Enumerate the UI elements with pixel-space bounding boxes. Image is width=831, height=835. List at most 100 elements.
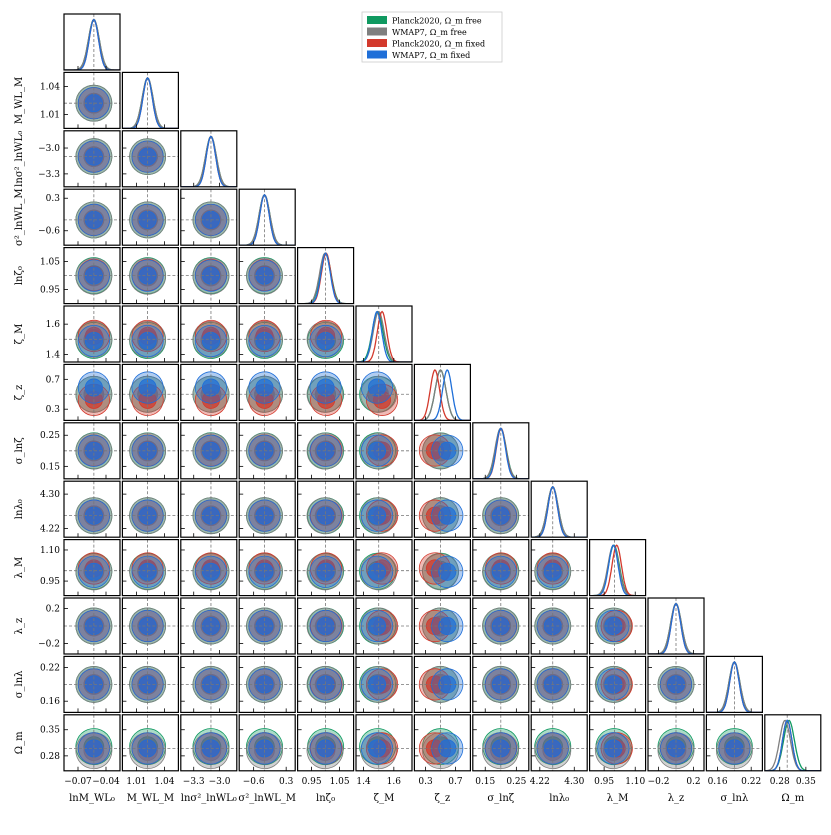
x-tick-label: 0.35 <box>796 777 816 787</box>
panel-frame <box>530 597 588 655</box>
panel-frame <box>63 714 121 772</box>
panel-sigma_lnzeta-M_WLM <box>121 422 180 480</box>
panel-content <box>589 539 646 596</box>
contour-68-3 <box>84 331 103 351</box>
panel-frame <box>121 130 180 188</box>
x-tick-label: 1.6 <box>387 777 402 787</box>
panel-frame <box>238 363 296 421</box>
panel-frame <box>355 363 413 421</box>
panel-zeta_z-M_WLM <box>121 363 180 421</box>
x-axis-label-M_WLM: M_WL_M <box>127 793 174 804</box>
panel-M_WLM-lnM_WL0 <box>63 71 121 130</box>
panel-ln_lambda0-zeta_z <box>413 480 471 538</box>
panel-sigma2_lnWLM-M_WLM <box>121 188 180 246</box>
panel-frame <box>297 480 355 538</box>
panel-ln_lambda0-M_WLM <box>121 480 180 538</box>
panel-frame <box>413 538 471 597</box>
panel-Omega_m-lambda_z <box>647 714 705 772</box>
panel-content <box>764 714 821 771</box>
panel-zeta_M-zeta_M <box>355 305 413 363</box>
x-tick-label: 0.22 <box>741 777 761 787</box>
panel-frame <box>121 305 180 363</box>
panel-content <box>356 598 412 654</box>
panel-frame <box>63 480 121 538</box>
panel-frame <box>180 247 238 305</box>
contour-68-3 <box>255 331 274 351</box>
panel-lambda_M-M_WLM <box>121 538 180 597</box>
x-tick-label: 4.22 <box>530 777 550 787</box>
panel-sigma_lnlambda-M_WLM <box>121 655 180 714</box>
x-tick-label: 0.3 <box>279 777 294 787</box>
panel-frame <box>180 597 238 655</box>
panel-frame <box>472 422 530 480</box>
panel-content <box>180 481 237 538</box>
panel-Omega_m-ln_zeta0 <box>297 714 355 772</box>
panel-Omega_m-sigma_lnlambda <box>705 714 764 772</box>
panel-content <box>297 364 354 421</box>
contour-68-3 <box>438 562 457 581</box>
y-tick-label: 0.3 <box>46 405 61 415</box>
y-tick-label: 0.15 <box>40 462 60 472</box>
panel-ln_lambda0-lnM_WL0 <box>63 480 121 538</box>
panel-sigma_lnzeta-zeta_z <box>413 422 471 480</box>
contour-68-3 <box>201 378 220 397</box>
marginal-curve-3 <box>764 719 821 771</box>
panel-Omega_m-ln_lambda0 <box>530 714 588 772</box>
marginal-curve-3 <box>648 602 704 654</box>
panel-frame <box>121 363 180 421</box>
marginal-curve-1 <box>531 485 588 538</box>
y-axis-label-sigma2_lnWLM: σ²_lnWL_M <box>14 188 25 246</box>
panel-sigma_lnlambda-ln_lambda0 <box>530 655 588 714</box>
y-axis-label-Omega_m: Ω_m <box>14 731 25 754</box>
panel-frame <box>238 655 296 714</box>
panel-content <box>239 539 296 596</box>
marginal-curve-0 <box>414 369 471 421</box>
panel-content <box>297 422 354 479</box>
panel-frame <box>472 538 530 597</box>
panel-frame <box>180 305 238 363</box>
panel-content <box>297 656 354 713</box>
y-tick-label: 0.16 <box>40 697 60 707</box>
x-tick-label: −0.07 <box>64 777 92 787</box>
panel-content <box>122 247 179 304</box>
legend-swatch <box>367 16 387 24</box>
x-tick-label: 0.95 <box>302 777 322 787</box>
panel-frame <box>647 655 705 714</box>
panel-frame <box>297 305 355 363</box>
panel-frame <box>472 480 530 538</box>
panel-zeta_z-sigma2_lnWLM <box>238 363 296 421</box>
panel-content <box>64 130 120 187</box>
panel-content <box>64 364 120 421</box>
legend-swatch <box>367 27 387 36</box>
panel-content <box>297 247 354 304</box>
panel-content <box>239 189 296 246</box>
panel-content <box>414 598 471 654</box>
panel-sigma_lnzeta-sigma2_lnWLM <box>238 422 296 480</box>
panel-content <box>414 364 471 421</box>
panel-frame <box>530 538 588 597</box>
x-tick-label: 0.2 <box>686 777 700 787</box>
panel-frame <box>647 597 705 655</box>
panel-frame <box>180 655 238 714</box>
marginal-curve-1 <box>64 18 120 70</box>
panel-sigma_lnlambda-sigma2_lnWLM <box>238 655 296 714</box>
panel-content <box>472 481 529 538</box>
panel-content <box>122 481 179 538</box>
panel-zeta_z-zeta_M <box>355 363 413 421</box>
marginal-curve-2 <box>589 544 646 596</box>
panel-sigma_lnlambda-ln_zeta0 <box>297 655 355 714</box>
contour-68-3 <box>316 378 335 397</box>
x-tick-label: −3.0 <box>209 777 231 787</box>
panel-ln_zeta0-ln_sigma2_WL0 <box>180 247 238 305</box>
panel-frame <box>180 714 238 772</box>
panel-content <box>64 72 120 129</box>
panel-frame <box>238 305 296 363</box>
panel-content <box>414 539 471 596</box>
legend: Planck2020, Ω_m free WMAP7, Ω_m free Planc… <box>361 11 503 63</box>
panel-content <box>180 714 237 771</box>
y-tick-label: 4.30 <box>40 490 60 500</box>
panel-content <box>180 656 237 713</box>
panel-lambda_z-M_WLM <box>121 597 180 655</box>
panel-frame <box>121 71 180 130</box>
panel-frame <box>63 422 121 480</box>
